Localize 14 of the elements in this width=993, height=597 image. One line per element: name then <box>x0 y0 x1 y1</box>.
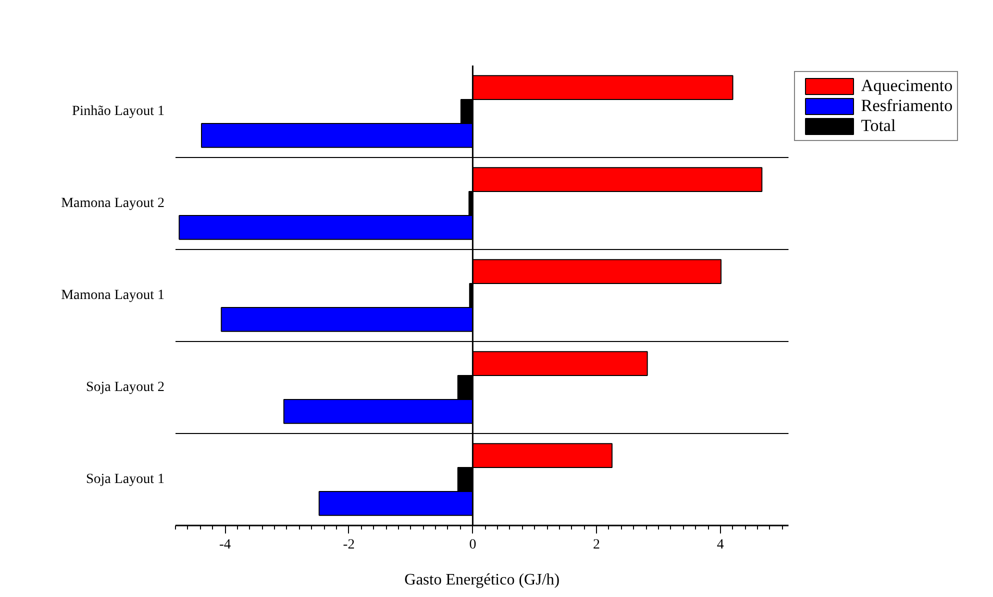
x-tick-label: -4 <box>219 538 231 552</box>
y-tick-label: Soja Layout 2 <box>86 380 164 395</box>
legend-label: Aquecimento <box>861 76 953 96</box>
legend-label: Resfriamento <box>861 96 953 116</box>
y-tick-label: Pinhão Layout 1 <box>72 104 164 119</box>
x-tick-label: -2 <box>343 538 355 552</box>
y-tick-label: Soja Layout 1 <box>86 472 164 487</box>
x-tick-label: 2 <box>593 538 600 552</box>
x-tick-label: 0 <box>469 538 476 552</box>
legend-label: Total <box>861 116 896 136</box>
x-tick-label: 4 <box>716 538 724 552</box>
y-tick-label: Mamona Layout 2 <box>61 196 164 211</box>
y-tick-label: Mamona Layout 1 <box>61 288 164 303</box>
x-axis-title: Gasto Energético (GJ/h) <box>404 572 560 588</box>
